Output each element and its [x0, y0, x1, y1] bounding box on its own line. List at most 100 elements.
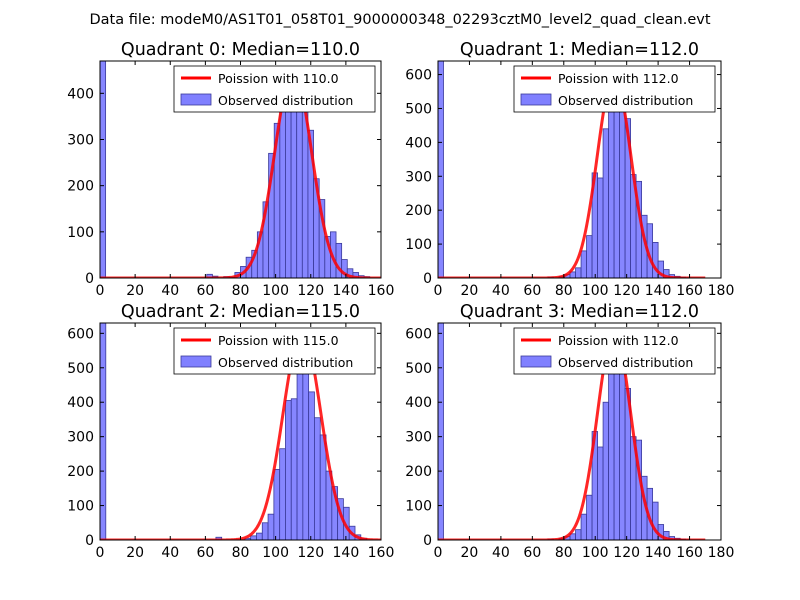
x-tick-label: 140 [333, 545, 360, 561]
histogram-bar [314, 417, 321, 540]
x-tick-label: 80 [232, 545, 250, 561]
histogram-bar [602, 128, 609, 278]
histogram-bar [663, 269, 670, 278]
histogram-bar [608, 111, 615, 278]
legend: Poission with 112.0 Observed distribution [513, 327, 716, 375]
poisson-curve [438, 72, 706, 278]
x-tick-label: 60 [523, 545, 541, 561]
histogram-bar [256, 532, 263, 540]
x-tick-label: 40 [161, 545, 179, 561]
x-tick-label: 180 [708, 545, 735, 561]
histogram-bar [575, 529, 582, 540]
legend-bar-label: Observed distribution [218, 93, 353, 108]
histogram-bar [335, 242, 343, 278]
histogram-bar [290, 398, 298, 540]
x-tick-label: 140 [645, 545, 672, 561]
legend-bar-label: Observed distribution [218, 355, 353, 370]
x-tick-label: 120 [297, 283, 324, 299]
subplot-quadrant-1: 0 20 40 60 80 100 120 140 160 1800100200300400500… [405, 40, 734, 299]
y-tick-label: 500 [67, 361, 94, 377]
y-tick-label: 400 [67, 395, 94, 411]
y-tick-label: 100 [405, 237, 432, 253]
x-tick-label: 100 [582, 545, 609, 561]
y-tick-label: 400 [405, 395, 432, 411]
poisson-curve [438, 330, 706, 540]
y-tick-label: 300 [67, 430, 94, 446]
y-tick-label: 600 [405, 68, 432, 84]
histogram-bar [580, 250, 587, 278]
histogram-bar [279, 106, 286, 278]
x-tick-label: 120 [613, 545, 640, 561]
x-tick-label: 160 [368, 283, 395, 299]
y-tick-label: 300 [67, 132, 94, 148]
legend-curve-label: Poission with 115.0 [218, 333, 339, 348]
axes-frame [437, 60, 722, 279]
y-tick-label: 0 [85, 533, 94, 549]
histogram-bar [619, 363, 626, 540]
subplot-quadrant-0: 0 20 40 60 80 100 120 140 160 0 100 200 300 400 Quadra… [67, 40, 394, 299]
x-tick-label: 0 [96, 283, 105, 299]
histogram-bar [250, 535, 257, 540]
x-tick-label: 20 [126, 283, 144, 299]
x-tick-label: 60 [196, 545, 214, 561]
x-tick-label: 20 [461, 283, 479, 299]
x-tick-label: 100 [582, 283, 609, 299]
histogram-bar [279, 448, 286, 540]
histogram-bar [619, 108, 626, 278]
y-tick-label: 100 [405, 499, 432, 515]
legend-curve-label: Poission with 112.0 [558, 333, 679, 348]
subplot-grid: 0 20 40 60 80 100 120 140 1600100200300400Quadra… [67, 40, 734, 561]
y-tick-label: 400 [405, 135, 432, 151]
y-tick-label: 400 [67, 86, 94, 102]
y-tick-label: 500 [405, 361, 432, 377]
y-tick-label: 500 [405, 101, 432, 117]
subplot-quadrant-2: 0 20 40 60 80 100 120 140 160 0 100 200 300 400 500 600… [67, 302, 394, 561]
histogram-bar [575, 267, 582, 278]
y-tick-label: 200 [67, 179, 94, 195]
axes-frame [437, 322, 722, 541]
x-tick-label: 160 [368, 545, 395, 561]
x-tick-label: 0 [434, 283, 443, 299]
x-tick-label: 140 [333, 283, 360, 299]
legend: Poission with 112.0 Observed distribution [513, 65, 716, 113]
legend: Poission with 110.0 Observed distribution [173, 65, 376, 113]
y-tick-label: 100 [67, 499, 94, 515]
histogram-bar [438, 323, 444, 540]
subplot-title: Quadrant 0: Median=110.0 [121, 40, 360, 60]
x-tick-label: 60 [196, 283, 214, 299]
y-tick-label: 600 [405, 326, 432, 342]
x-tick-label: 120 [297, 545, 324, 561]
x-tick-label: 40 [492, 545, 510, 561]
x-tick-label: 40 [492, 283, 510, 299]
y-tick-label: 0 [85, 271, 94, 287]
y-tick-label: 100 [67, 225, 94, 241]
y-tick-label: 200 [405, 203, 432, 219]
x-tick-label: 140 [645, 283, 672, 299]
x-tick-label: 100 [262, 283, 289, 299]
y-tick-label: 200 [67, 464, 94, 480]
x-tick-label: 20 [461, 545, 479, 561]
histogram-bar [100, 61, 107, 278]
histogram-bar [580, 513, 587, 540]
histogram-bar [608, 363, 615, 540]
legend-bar-label: Observed distribution [558, 355, 693, 370]
histogram-bar [267, 513, 275, 540]
subplot-title: Quadrant 3: Median=112.0 [460, 302, 699, 322]
histogram-bar [273, 468, 281, 540]
x-tick-label: 120 [613, 283, 640, 299]
histogram-bar [586, 494, 593, 540]
histogram-bar [296, 92, 303, 278]
histogram-bars [438, 61, 687, 278]
x-tick-label: 100 [262, 545, 289, 561]
histogram-bar [597, 446, 604, 540]
histogram-bar [438, 61, 444, 278]
legend-bar-swatch [520, 93, 552, 106]
x-tick-label: 160 [676, 283, 703, 299]
histogram-bar [652, 241, 659, 278]
y-tick-label: 0 [423, 271, 432, 287]
histogram-bar [597, 177, 604, 278]
x-tick-label: 20 [126, 545, 144, 561]
x-tick-label: 160 [676, 545, 703, 561]
histogram-bar [652, 501, 659, 540]
